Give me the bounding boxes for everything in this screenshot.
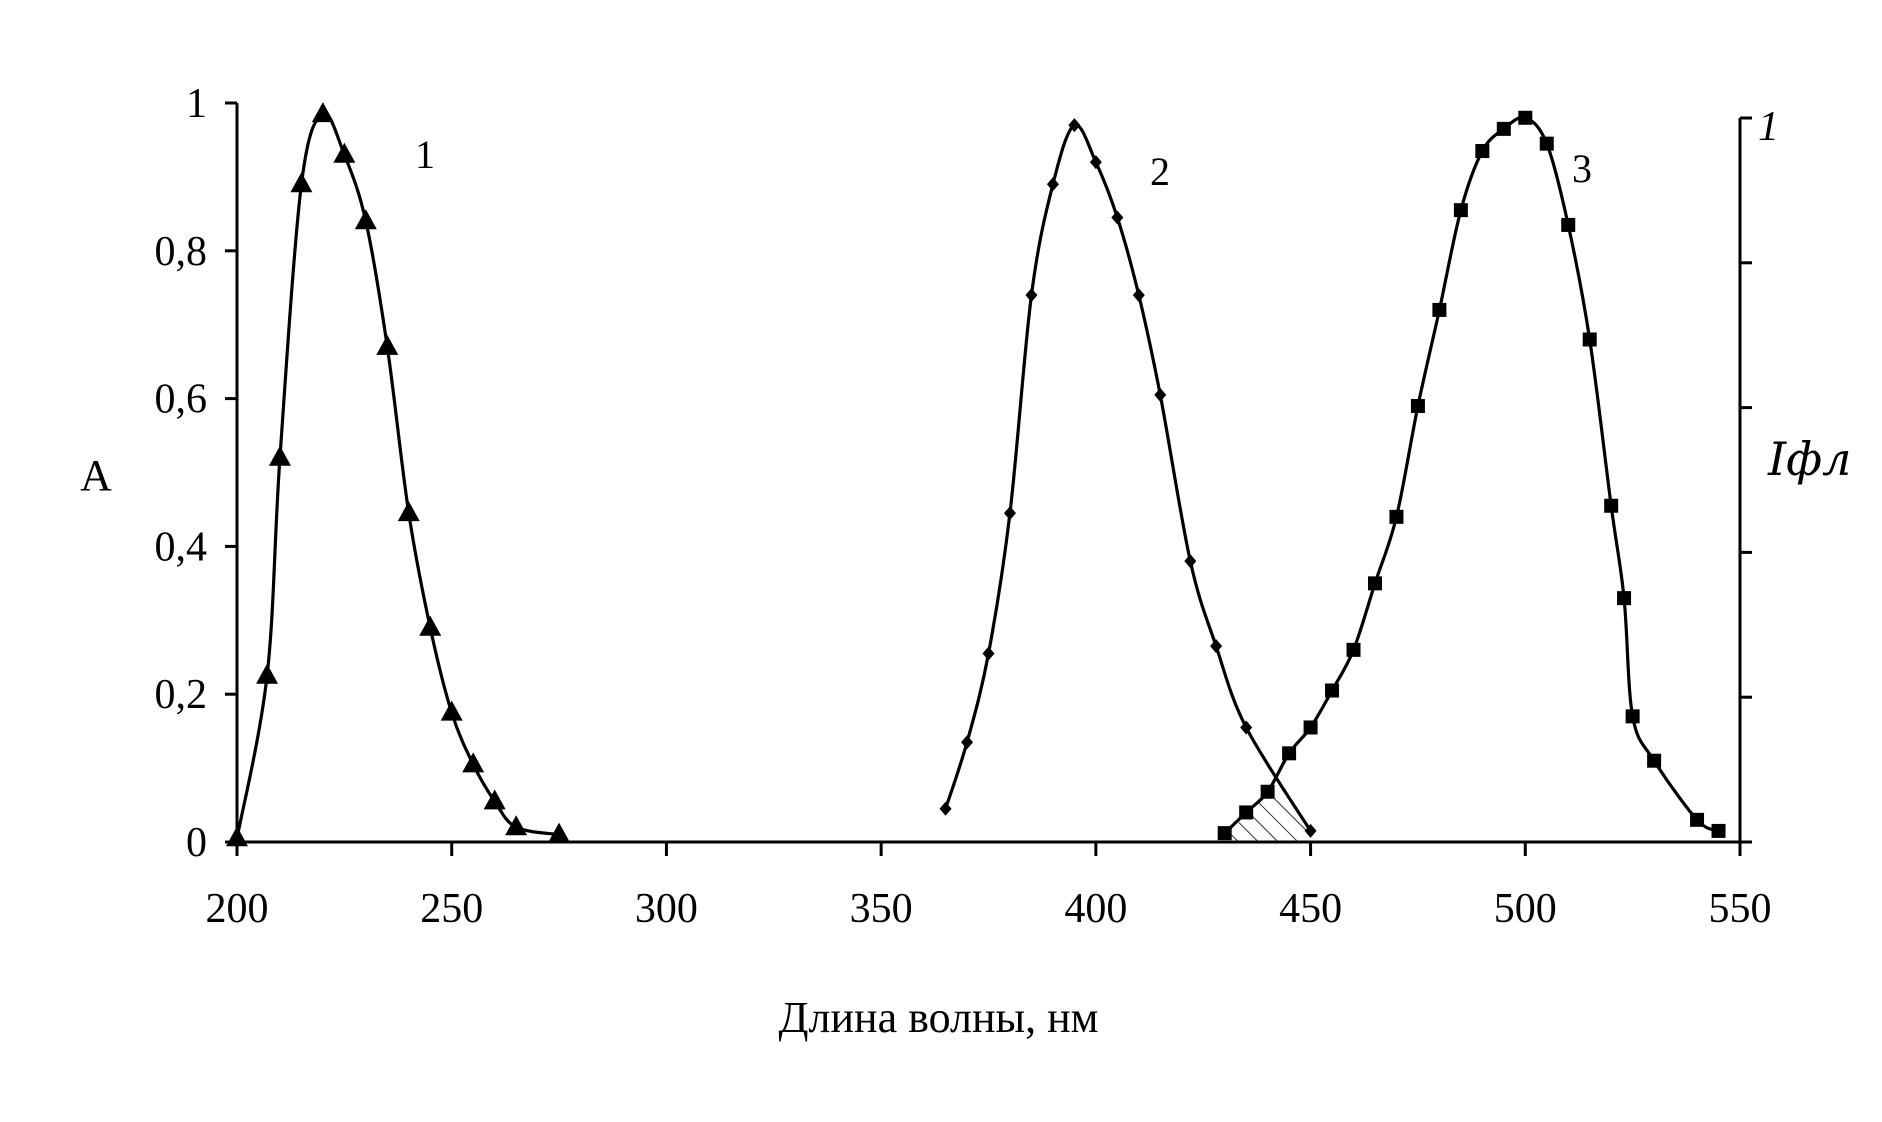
- x-tick-label: 300: [635, 886, 698, 932]
- y-tick-label: 0,6: [155, 377, 208, 423]
- series-3-point: [1217, 826, 1232, 841]
- series-3-point: [1604, 498, 1619, 513]
- series-2-point: [1240, 720, 1253, 735]
- series-1-line: [235, 112, 560, 839]
- overlap-hatch-region: [1224, 781, 1311, 842]
- series-3-point: [1475, 144, 1490, 159]
- x-tick-label: 350: [850, 886, 913, 932]
- y-tick-label: 0,4: [155, 524, 208, 570]
- series-2-point: [1046, 177, 1059, 192]
- series-2-point: [939, 801, 952, 816]
- series-1-point: [483, 789, 506, 810]
- y-tick-label: 0,2: [155, 672, 208, 718]
- series-3-point: [1711, 823, 1726, 838]
- x-tick-label: 400: [1064, 886, 1127, 932]
- series-3-point: [1453, 203, 1468, 218]
- series-2-point: [1304, 823, 1317, 838]
- x-tick-label: 450: [1279, 886, 1342, 932]
- series-3-line: [1223, 115, 1720, 835]
- series-3-point: [1346, 642, 1361, 657]
- series-3-point: [1518, 110, 1533, 125]
- series-1-point: [290, 172, 313, 193]
- axes: [225, 101, 1752, 856]
- series-3-point: [1389, 509, 1404, 524]
- series-3-point: [1410, 398, 1425, 413]
- series-3-point: [1282, 746, 1297, 761]
- series-3-point: [1539, 136, 1554, 151]
- series-1-point: [548, 822, 571, 843]
- overlap-hatch-fill: [1224, 781, 1311, 842]
- series-2-point: [1003, 506, 1016, 521]
- series-2-line: [944, 123, 1312, 832]
- x-axis-title: Длина волны, нм: [779, 993, 1099, 1042]
- series-1-point: [354, 209, 377, 230]
- series-1-point: [397, 501, 420, 522]
- series-1-point: [311, 102, 334, 123]
- series-2-point: [1111, 210, 1124, 225]
- series-3-point: [1325, 683, 1340, 698]
- series-1-point: [462, 752, 485, 773]
- series-3-point: [1367, 576, 1382, 591]
- series-2-point: [1184, 554, 1197, 569]
- series-2-label: 2: [1150, 149, 1170, 194]
- series-1-point: [376, 334, 399, 355]
- series-1-label: 1: [415, 132, 435, 177]
- series-3-point: [1617, 591, 1632, 606]
- x-tick-label: 250: [420, 886, 483, 932]
- series-3-point: [1647, 753, 1662, 768]
- series-2-point: [1132, 288, 1145, 303]
- series-2-point: [1068, 118, 1081, 133]
- x-tick-label: 500: [1494, 886, 1557, 932]
- y2-axis-title: Iфл: [1767, 432, 1851, 486]
- series-2-point: [1154, 387, 1167, 402]
- series-3-point: [1561, 217, 1576, 232]
- series-3-point: [1690, 812, 1705, 827]
- curves: [235, 112, 1720, 839]
- y2-tick-label: 1: [1758, 104, 1779, 150]
- y-axis-title: А: [80, 451, 112, 500]
- x-tick-label: 550: [1709, 886, 1772, 932]
- series-2-point: [982, 646, 995, 661]
- chart-text: 200 250 300 350 400 450 500 550 0 0,2 0,4 0,6 0,8 1 1 Д…: [80, 81, 1851, 1042]
- series-2-point: [1210, 639, 1223, 654]
- series-1-point: [226, 826, 248, 847]
- series-1-point: [419, 615, 442, 636]
- series-3-point: [1432, 302, 1447, 317]
- y-tick-label: 0: [186, 820, 207, 866]
- y-tick-label: 1: [186, 81, 207, 127]
- x-tick-label: 200: [206, 886, 269, 932]
- series-3-point: [1582, 332, 1597, 347]
- markers: [226, 102, 1726, 847]
- series-1-point: [505, 815, 528, 836]
- series-3-point: [1260, 784, 1275, 799]
- series-1-point: [256, 663, 279, 684]
- series-2-point: [961, 735, 974, 750]
- series-2-point: [1025, 288, 1038, 303]
- series-1-point: [440, 700, 463, 721]
- y-tick-label: 0,8: [155, 229, 208, 275]
- series-1-point: [333, 142, 356, 163]
- series-3-point: [1496, 121, 1511, 136]
- series-3-point: [1239, 805, 1254, 820]
- series-3-label: 3: [1572, 146, 1592, 191]
- series-1-point: [268, 445, 291, 466]
- series-2-point: [1089, 155, 1102, 170]
- series-3-point: [1625, 709, 1640, 724]
- series-3-point: [1303, 720, 1318, 735]
